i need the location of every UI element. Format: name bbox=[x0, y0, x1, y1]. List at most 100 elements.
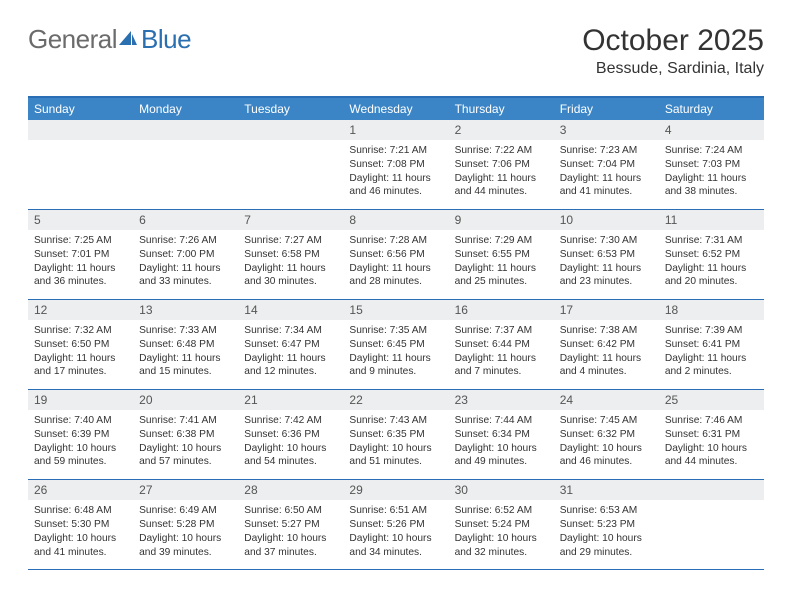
day-number: 11 bbox=[659, 210, 764, 230]
day-number-row: 19202122232425 bbox=[28, 390, 764, 410]
logo-sail-icon bbox=[117, 28, 139, 53]
day-cell: Sunrise: 6:53 AM Sunset: 5:23 PM Dayligh… bbox=[554, 500, 659, 569]
day-number bbox=[28, 120, 133, 140]
day-cell: Sunrise: 7:28 AM Sunset: 6:56 PM Dayligh… bbox=[343, 230, 448, 299]
day-number: 25 bbox=[659, 390, 764, 410]
day-cell: Sunrise: 7:39 AM Sunset: 6:41 PM Dayligh… bbox=[659, 320, 764, 389]
day-cell: Sunrise: 7:34 AM Sunset: 6:47 PM Dayligh… bbox=[238, 320, 343, 389]
logo: General Blue bbox=[28, 24, 191, 55]
week-row: 12131415161718 Sunrise: 7:32 AM Sunset: 6… bbox=[28, 300, 764, 390]
day-number: 26 bbox=[28, 480, 133, 500]
day-cell: Sunrise: 7:37 AM Sunset: 6:44 PM Dayligh… bbox=[449, 320, 554, 389]
day-number-row: 262728293031 bbox=[28, 480, 764, 500]
day-cell: Sunrise: 7:43 AM Sunset: 6:35 PM Dayligh… bbox=[343, 410, 448, 479]
logo-text-general: General bbox=[28, 24, 117, 55]
logo-text-blue: Blue bbox=[141, 24, 191, 55]
day-header-wednesday: Wednesday bbox=[343, 98, 448, 120]
day-number: 2 bbox=[449, 120, 554, 140]
calendar: Sunday Monday Tuesday Wednesday Thursday… bbox=[28, 96, 764, 570]
day-cell: Sunrise: 6:51 AM Sunset: 5:26 PM Dayligh… bbox=[343, 500, 448, 569]
day-content-row: Sunrise: 6:48 AM Sunset: 5:30 PM Dayligh… bbox=[28, 500, 764, 569]
week-row: 19202122232425Sunrise: 7:40 AM Sunset: 6… bbox=[28, 390, 764, 480]
day-cell bbox=[659, 500, 764, 569]
day-number: 31 bbox=[554, 480, 659, 500]
day-number: 16 bbox=[449, 300, 554, 320]
day-cell: Sunrise: 7:35 AM Sunset: 6:45 PM Dayligh… bbox=[343, 320, 448, 389]
day-content-row: Sunrise: 7:21 AM Sunset: 7:08 PM Dayligh… bbox=[28, 140, 764, 209]
month-title: October 2025 bbox=[582, 24, 764, 58]
day-cell: Sunrise: 6:52 AM Sunset: 5:24 PM Dayligh… bbox=[449, 500, 554, 569]
day-cell: Sunrise: 7:25 AM Sunset: 7:01 PM Dayligh… bbox=[28, 230, 133, 299]
day-number: 10 bbox=[554, 210, 659, 230]
day-cell: Sunrise: 6:49 AM Sunset: 5:28 PM Dayligh… bbox=[133, 500, 238, 569]
day-cell: Sunrise: 7:40 AM Sunset: 6:39 PM Dayligh… bbox=[28, 410, 133, 479]
day-cell: Sunrise: 7:41 AM Sunset: 6:38 PM Dayligh… bbox=[133, 410, 238, 479]
day-number: 9 bbox=[449, 210, 554, 230]
day-content-row: Sunrise: 7:32 AM Sunset: 6:50 PM Dayligh… bbox=[28, 320, 764, 389]
day-number: 21 bbox=[238, 390, 343, 410]
day-cell: Sunrise: 7:30 AM Sunset: 6:53 PM Dayligh… bbox=[554, 230, 659, 299]
day-number: 30 bbox=[449, 480, 554, 500]
day-cell: Sunrise: 6:48 AM Sunset: 5:30 PM Dayligh… bbox=[28, 500, 133, 569]
day-cell: Sunrise: 7:33 AM Sunset: 6:48 PM Dayligh… bbox=[133, 320, 238, 389]
day-header-thursday: Thursday bbox=[449, 98, 554, 120]
day-cell: Sunrise: 7:44 AM Sunset: 6:34 PM Dayligh… bbox=[449, 410, 554, 479]
day-number: 4 bbox=[659, 120, 764, 140]
day-cell: Sunrise: 7:29 AM Sunset: 6:55 PM Dayligh… bbox=[449, 230, 554, 299]
day-header-monday: Monday bbox=[133, 98, 238, 120]
week-row: 567891011Sunrise: 7:25 AM Sunset: 7:01 P… bbox=[28, 210, 764, 300]
week-row: 262728293031Sunrise: 6:48 AM Sunset: 5:3… bbox=[28, 480, 764, 570]
day-number: 3 bbox=[554, 120, 659, 140]
day-cell: Sunrise: 7:38 AM Sunset: 6:42 PM Dayligh… bbox=[554, 320, 659, 389]
day-cell: Sunrise: 7:23 AM Sunset: 7:04 PM Dayligh… bbox=[554, 140, 659, 209]
day-header-tuesday: Tuesday bbox=[238, 98, 343, 120]
day-content-row: Sunrise: 7:40 AM Sunset: 6:39 PM Dayligh… bbox=[28, 410, 764, 479]
day-number: 19 bbox=[28, 390, 133, 410]
day-number bbox=[133, 120, 238, 140]
day-number: 20 bbox=[133, 390, 238, 410]
day-number-row: 567891011 bbox=[28, 210, 764, 230]
day-cell bbox=[28, 140, 133, 209]
day-header-saturday: Saturday bbox=[659, 98, 764, 120]
day-number: 1 bbox=[343, 120, 448, 140]
day-cell bbox=[133, 140, 238, 209]
day-number: 18 bbox=[659, 300, 764, 320]
day-number-row: 1234 bbox=[28, 120, 764, 140]
day-number: 27 bbox=[133, 480, 238, 500]
day-cell: Sunrise: 6:50 AM Sunset: 5:27 PM Dayligh… bbox=[238, 500, 343, 569]
weeks-container: 1234Sunrise: 7:21 AM Sunset: 7:08 PM Day… bbox=[28, 120, 764, 570]
day-cell: Sunrise: 7:22 AM Sunset: 7:06 PM Dayligh… bbox=[449, 140, 554, 209]
day-cell: Sunrise: 7:32 AM Sunset: 6:50 PM Dayligh… bbox=[28, 320, 133, 389]
day-number bbox=[659, 480, 764, 500]
day-cell: Sunrise: 7:42 AM Sunset: 6:36 PM Dayligh… bbox=[238, 410, 343, 479]
day-number: 23 bbox=[449, 390, 554, 410]
day-number: 12 bbox=[28, 300, 133, 320]
day-number: 8 bbox=[343, 210, 448, 230]
day-content-row: Sunrise: 7:25 AM Sunset: 7:01 PM Dayligh… bbox=[28, 230, 764, 299]
header: General Blue October 2025 Bessude, Sardi… bbox=[0, 0, 792, 86]
day-header-friday: Friday bbox=[554, 98, 659, 120]
day-number: 24 bbox=[554, 390, 659, 410]
day-number: 15 bbox=[343, 300, 448, 320]
day-cell: Sunrise: 7:45 AM Sunset: 6:32 PM Dayligh… bbox=[554, 410, 659, 479]
day-cell: Sunrise: 7:31 AM Sunset: 6:52 PM Dayligh… bbox=[659, 230, 764, 299]
day-header-row: Sunday Monday Tuesday Wednesday Thursday… bbox=[28, 98, 764, 120]
day-cell: Sunrise: 7:27 AM Sunset: 6:58 PM Dayligh… bbox=[238, 230, 343, 299]
day-number: 17 bbox=[554, 300, 659, 320]
day-number: 7 bbox=[238, 210, 343, 230]
day-number: 29 bbox=[343, 480, 448, 500]
day-cell: Sunrise: 7:26 AM Sunset: 7:00 PM Dayligh… bbox=[133, 230, 238, 299]
day-cell: Sunrise: 7:24 AM Sunset: 7:03 PM Dayligh… bbox=[659, 140, 764, 209]
week-row: 1234Sunrise: 7:21 AM Sunset: 7:08 PM Day… bbox=[28, 120, 764, 210]
day-cell: Sunrise: 7:46 AM Sunset: 6:31 PM Dayligh… bbox=[659, 410, 764, 479]
day-number: 5 bbox=[28, 210, 133, 230]
day-number bbox=[238, 120, 343, 140]
day-header-sunday: Sunday bbox=[28, 98, 133, 120]
day-number: 28 bbox=[238, 480, 343, 500]
day-number: 14 bbox=[238, 300, 343, 320]
day-cell: Sunrise: 7:21 AM Sunset: 7:08 PM Dayligh… bbox=[343, 140, 448, 209]
day-number: 6 bbox=[133, 210, 238, 230]
day-number: 13 bbox=[133, 300, 238, 320]
title-block: October 2025 Bessude, Sardinia, Italy bbox=[582, 24, 764, 78]
day-number: 22 bbox=[343, 390, 448, 410]
